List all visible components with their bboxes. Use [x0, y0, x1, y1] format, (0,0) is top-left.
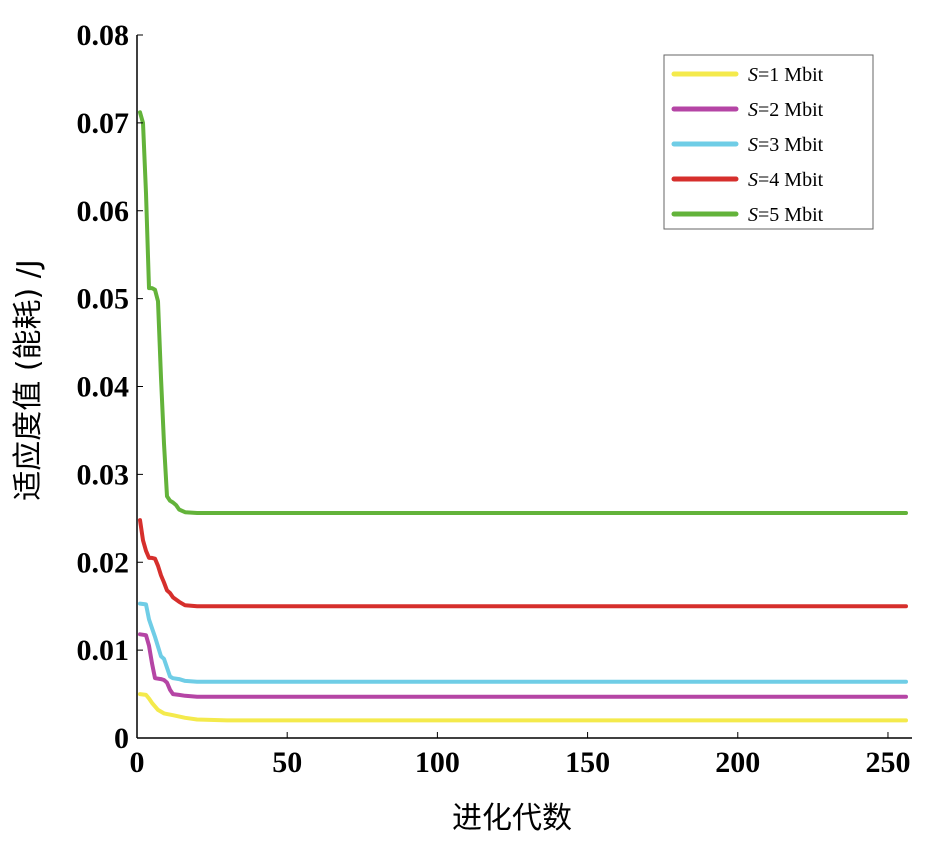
y-tick-label: 0: [114, 722, 129, 755]
y-tick-label: 0.02: [77, 546, 130, 579]
series-line-1: [138, 692, 908, 723]
y-tick-label: 0.07: [77, 107, 130, 140]
y-tick-label: 0.08: [77, 19, 130, 52]
x-tick-label: 0: [130, 746, 145, 779]
y-axis-label: 适应度值 (能耗) /J: [11, 259, 46, 500]
series-line-3: [138, 601, 908, 684]
chart-legend: S=1 Mbit S=2 Mbit S=3 Mbit S=4 Mbit S=5 Mbit: [663, 54, 874, 230]
chart-ticks: 0 50 100 150 200 250 0 0.01 0.02 0.03 0.04 0.05 0.06…: [77, 19, 911, 779]
legend-label-2: S=2 Mbit: [748, 99, 824, 121]
y-tick-label: 0.01: [77, 634, 130, 667]
x-tick-label: 100: [415, 746, 460, 779]
series-line-4: [138, 518, 908, 609]
series-line-5: [138, 110, 908, 515]
x-tick-label: 200: [715, 746, 760, 779]
x-tick-label: 50: [272, 746, 302, 779]
y-tick-label: 0.06: [77, 195, 130, 228]
legend-label-5: S=5 Mbit: [748, 204, 824, 226]
y-tick-label: 0.04: [77, 371, 130, 404]
x-tick-label: 150: [565, 746, 610, 779]
legend-label-4: S=4 Mbit: [748, 169, 824, 191]
legend-label-3: S=3 Mbit: [748, 134, 824, 156]
chart-series-lines: [138, 110, 908, 723]
x-axis-label: 进化代数: [452, 801, 572, 836]
legend-label-1: S=1 Mbit: [748, 64, 824, 86]
x-tick-label: 250: [865, 746, 910, 779]
y-tick-label: 0.05: [77, 283, 130, 316]
y-tick-label: 0.03: [77, 458, 130, 491]
series-line-2: [138, 632, 908, 699]
